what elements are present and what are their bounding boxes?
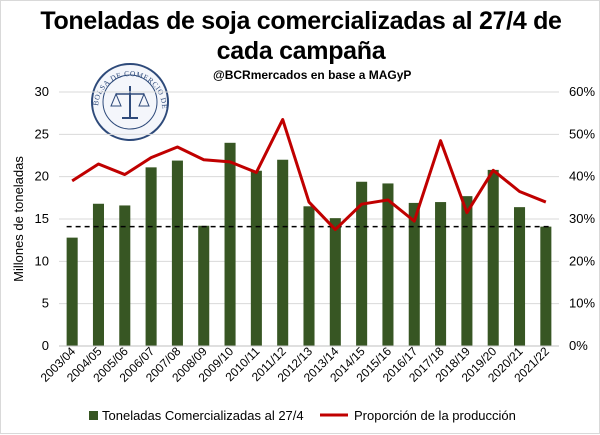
proportion-line: [71, 118, 547, 232]
y-axis-title: Millones de toneladas: [11, 156, 26, 282]
bar: [224, 142, 236, 346]
chart-title-line1: Toneladas de soja comercializadas al 27/…: [40, 7, 562, 35]
bar: [382, 183, 394, 346]
bar: [92, 203, 104, 346]
bar: [435, 202, 447, 346]
y-tick-label: 20: [35, 169, 49, 184]
y2-tick-label: 0%: [569, 338, 588, 353]
legend-label-bar: Toneladas Comercializadas al 27/4: [102, 408, 304, 423]
y-tick-label: 25: [35, 126, 49, 141]
chart-title-line2: cada campaña: [216, 37, 386, 65]
bar: [250, 170, 262, 346]
y2-tick-label: 40%: [569, 169, 595, 184]
bar: [356, 181, 368, 346]
y2-tick-label: 60%: [569, 84, 595, 99]
bar: [66, 237, 78, 346]
legend-label-line: Proporción de la producción: [354, 408, 516, 423]
bar: [329, 218, 341, 346]
bar: [198, 225, 210, 346]
bar: [119, 205, 131, 346]
bcr-logo-seal: BOLSA DE COMERCIO DE ROSARIO: [91, 63, 169, 141]
y-tick-label: 5: [42, 296, 49, 311]
y-tick-label: 10: [35, 253, 49, 268]
legend-swatch-bar: [89, 411, 98, 420]
bar: [145, 167, 157, 346]
bar: [303, 206, 315, 346]
bar: [514, 207, 526, 346]
y-tick-label: 0: [42, 338, 49, 353]
y2-tick-label: 10%: [569, 296, 595, 311]
bar: [461, 196, 473, 346]
y2-tick-label: 20%: [569, 253, 595, 268]
y-tick-label: 15: [35, 211, 49, 226]
chart-subtitle: @BCRmercados en base a MAGyP: [213, 68, 412, 82]
y2-tick-label: 50%: [569, 126, 595, 141]
y-tick-label: 30: [35, 84, 49, 99]
bar: [171, 160, 183, 346]
bar: [408, 202, 420, 346]
bar: [487, 169, 499, 346]
bar: [540, 226, 552, 346]
y2-tick-label: 30%: [569, 211, 595, 226]
bar: [277, 159, 289, 346]
